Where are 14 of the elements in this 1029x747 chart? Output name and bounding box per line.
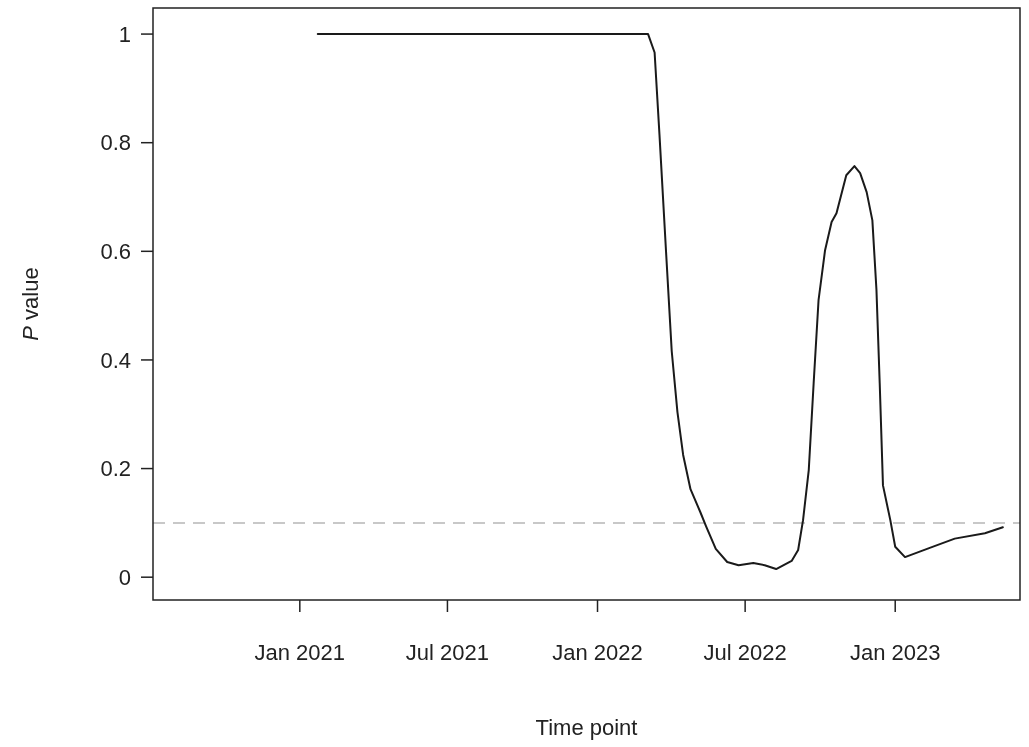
x-tick-label: Jan 2021 bbox=[254, 640, 346, 665]
y-tick-label: 0.2 bbox=[100, 456, 131, 482]
y-tick-label: 1 bbox=[118, 21, 131, 47]
x-tick-label: Jan 2023 bbox=[849, 640, 941, 665]
x-axis-title: Time point bbox=[535, 715, 638, 740]
y-tick-label: 0.4 bbox=[100, 347, 131, 373]
y-tick-label: 0.6 bbox=[100, 239, 131, 265]
y-axis-title: P value bbox=[18, 267, 43, 341]
line-series bbox=[316, 33, 1004, 571]
x-tick-label: Jul 2021 bbox=[405, 640, 490, 665]
y-tick-label: 0 bbox=[118, 564, 131, 590]
y-tick-label: 0.8 bbox=[100, 130, 131, 156]
x-tick-label: Jul 2022 bbox=[703, 640, 787, 665]
x-tick-label: Jan 2022 bbox=[552, 640, 643, 665]
